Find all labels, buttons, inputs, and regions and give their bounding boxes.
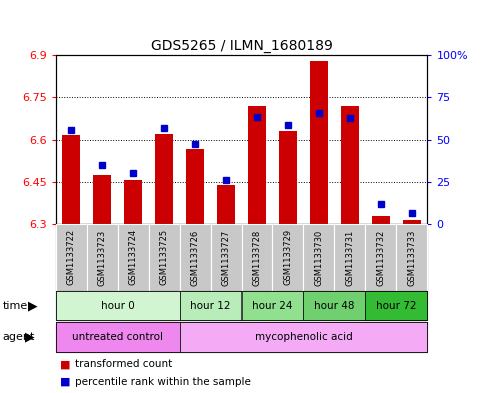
Bar — [124, 180, 142, 224]
Bar — [211, 224, 242, 291]
Text: GSM1133724: GSM1133724 — [128, 230, 138, 285]
Text: GSM1133723: GSM1133723 — [98, 229, 107, 286]
Text: GSM1133728: GSM1133728 — [253, 229, 261, 286]
Text: GSM1133726: GSM1133726 — [190, 229, 199, 286]
Bar — [242, 291, 303, 320]
Text: hour 24: hour 24 — [252, 301, 293, 310]
Bar — [303, 291, 366, 320]
Bar — [56, 322, 180, 352]
Bar — [56, 291, 180, 320]
Bar — [117, 224, 149, 291]
Text: ■: ■ — [60, 359, 71, 369]
Bar — [248, 106, 266, 224]
Bar — [180, 224, 211, 291]
Text: GSM1133725: GSM1133725 — [159, 230, 169, 285]
Bar — [93, 175, 112, 224]
Bar — [62, 135, 80, 224]
Bar — [56, 224, 86, 291]
Text: GSM1133731: GSM1133731 — [345, 229, 355, 286]
Text: GSM1133722: GSM1133722 — [67, 230, 75, 285]
Bar — [310, 61, 328, 224]
Text: agent: agent — [2, 332, 35, 342]
Text: GDS5265 / ILMN_1680189: GDS5265 / ILMN_1680189 — [151, 39, 332, 53]
Bar — [242, 224, 272, 291]
Bar — [366, 291, 427, 320]
Text: hour 48: hour 48 — [314, 301, 355, 310]
Text: hour 0: hour 0 — [100, 301, 134, 310]
Text: ▶: ▶ — [25, 331, 35, 343]
Bar — [372, 216, 390, 224]
Bar — [303, 224, 334, 291]
Text: time: time — [2, 301, 28, 310]
Text: GSM1133730: GSM1133730 — [314, 229, 324, 286]
Bar — [341, 106, 359, 224]
Text: GSM1133727: GSM1133727 — [222, 229, 230, 286]
Bar — [272, 224, 303, 291]
Bar — [180, 291, 242, 320]
Bar — [186, 149, 204, 224]
Bar — [86, 224, 117, 291]
Bar — [149, 224, 180, 291]
Text: GSM1133729: GSM1133729 — [284, 230, 293, 285]
Bar — [397, 224, 427, 291]
Text: ■: ■ — [60, 377, 71, 387]
Bar — [403, 220, 421, 224]
Text: transformed count: transformed count — [75, 359, 172, 369]
Bar — [334, 224, 366, 291]
Bar — [366, 224, 397, 291]
Text: mycophenolic acid: mycophenolic acid — [255, 332, 353, 342]
Bar — [279, 131, 297, 224]
Bar — [155, 134, 173, 224]
Bar — [180, 322, 427, 352]
Text: percentile rank within the sample: percentile rank within the sample — [75, 377, 251, 387]
Text: GSM1133733: GSM1133733 — [408, 229, 416, 286]
Bar — [217, 185, 235, 224]
Text: untreated control: untreated control — [72, 332, 163, 342]
Text: GSM1133732: GSM1133732 — [376, 229, 385, 286]
Text: hour 72: hour 72 — [376, 301, 417, 310]
Text: ▶: ▶ — [28, 299, 38, 312]
Text: hour 12: hour 12 — [190, 301, 231, 310]
